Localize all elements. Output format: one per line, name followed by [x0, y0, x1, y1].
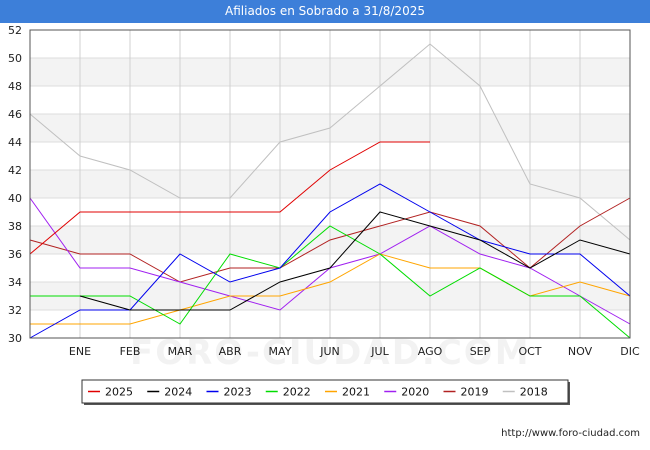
y-tick-label: 34 [8, 276, 22, 289]
x-axis: ENE FEB MAR ABR MAY JUN JUL AGO SEP OCT NOV DIC [69, 345, 640, 358]
series-line-2018 [29, 43, 631, 241]
x-tick-label: OCT [518, 345, 541, 358]
y-tick-label: 52 [8, 24, 22, 37]
y-axis: 30 32 34 36 38 40 42 44 46 48 50 52 [8, 24, 22, 345]
series-line-2024 [79, 211, 631, 311]
legend-label: 2020 [401, 386, 429, 399]
x-tick-label: JUL [370, 345, 389, 358]
legend-label: 2023 [224, 386, 252, 399]
x-tick-label: FEB [120, 345, 141, 358]
legend-label: 2019 [461, 386, 489, 399]
y-tick-label: 36 [8, 248, 22, 261]
x-tick-label: ABR [219, 345, 242, 358]
y-tick-label: 50 [8, 52, 22, 65]
x-tick-label: DIC [620, 345, 640, 358]
x-tick-label: JUN [319, 345, 340, 358]
footer-url[interactable]: http://www.foro-ciudad.com [501, 428, 640, 439]
legend-label: 2022 [283, 386, 311, 399]
series-line-2022 [30, 225, 631, 339]
y-tick-label: 48 [8, 80, 22, 93]
x-tick-label: ENE [69, 345, 91, 358]
y-tick-label: 46 [8, 108, 22, 121]
watermark: FORO-CIUDAD.COM [130, 333, 531, 373]
series-line-2025 [29, 141, 430, 255]
y-tick-label: 40 [8, 192, 22, 205]
legend: 2025 2024 2023 2022 2021 2020 2019 2018 [81, 379, 570, 405]
legend-label: 2025 [105, 386, 133, 399]
plot-frame [29, 29, 631, 339]
x-tick-label: AGO [418, 345, 443, 358]
legend-label: 2024 [164, 386, 192, 399]
y-tick-label: 42 [8, 164, 22, 177]
y-tick-label: 44 [8, 136, 22, 149]
x-tick-label: MAR [168, 345, 193, 358]
x-tick-label: MAY [269, 345, 292, 358]
legend-label: 2018 [520, 386, 548, 399]
x-tick-label: NOV [568, 345, 593, 358]
chart-title: Afiliados en Sobrado a 31/8/2025 [0, 0, 650, 23]
legend-label: 2021 [342, 386, 370, 399]
series-layer [29, 43, 631, 339]
y-tick-label: 30 [8, 332, 22, 345]
y-tick-label: 32 [8, 304, 22, 317]
y-tick-label: 38 [8, 220, 22, 233]
x-tick-label: SEP [470, 345, 491, 358]
